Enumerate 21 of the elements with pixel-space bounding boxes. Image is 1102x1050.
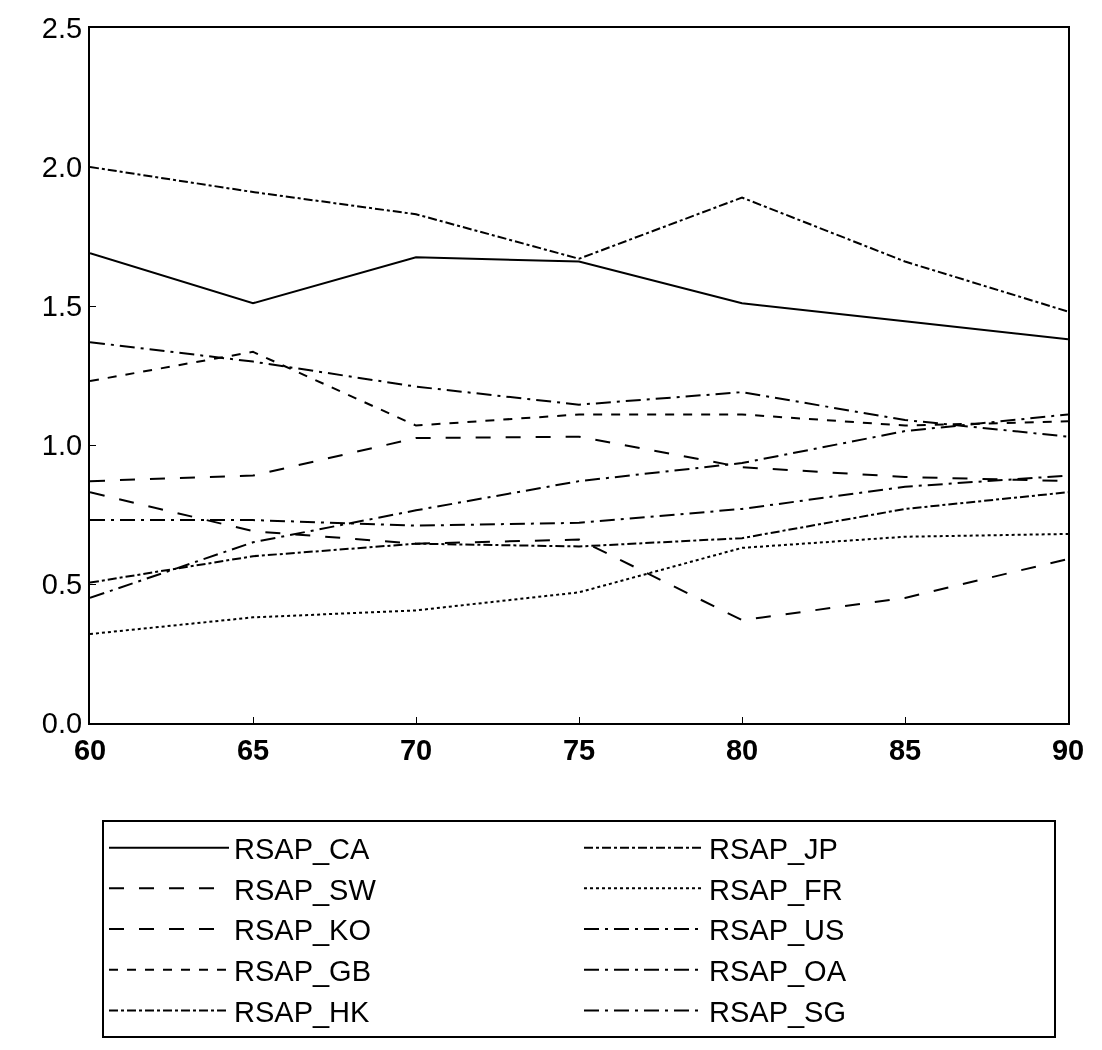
x-tick-label: 85: [888, 733, 922, 766]
y-tick-label: 2.0: [41, 151, 83, 184]
legend-label: RSAP_US: [709, 914, 845, 947]
y-tick-label: 1.0: [41, 429, 83, 462]
legend-label: RSAP_JP: [709, 832, 838, 865]
y-tick-label: 2.5: [41, 12, 83, 45]
legend-label: RSAP_SW: [234, 873, 377, 906]
legend-label: RSAP_SG: [709, 995, 846, 1028]
x-tick-label: 70: [399, 733, 433, 766]
legend-label: RSAP_OA: [709, 955, 847, 988]
legend-label: RSAP_HK: [234, 995, 371, 1028]
x-tick-label: 80: [725, 733, 759, 766]
legend-label: RSAP_FR: [709, 873, 843, 906]
legend-label: RSAP_KO: [234, 914, 371, 947]
legend-label: RSAP_CA: [234, 832, 371, 865]
x-tick-label: 75: [562, 733, 596, 766]
legend-label: RSAP_GB: [234, 955, 371, 988]
y-tick-label: 1.5: [41, 290, 83, 323]
y-tick-label: 0.5: [41, 568, 83, 601]
x-tick-label: 90: [1051, 733, 1085, 766]
x-tick-label: 65: [236, 733, 270, 766]
